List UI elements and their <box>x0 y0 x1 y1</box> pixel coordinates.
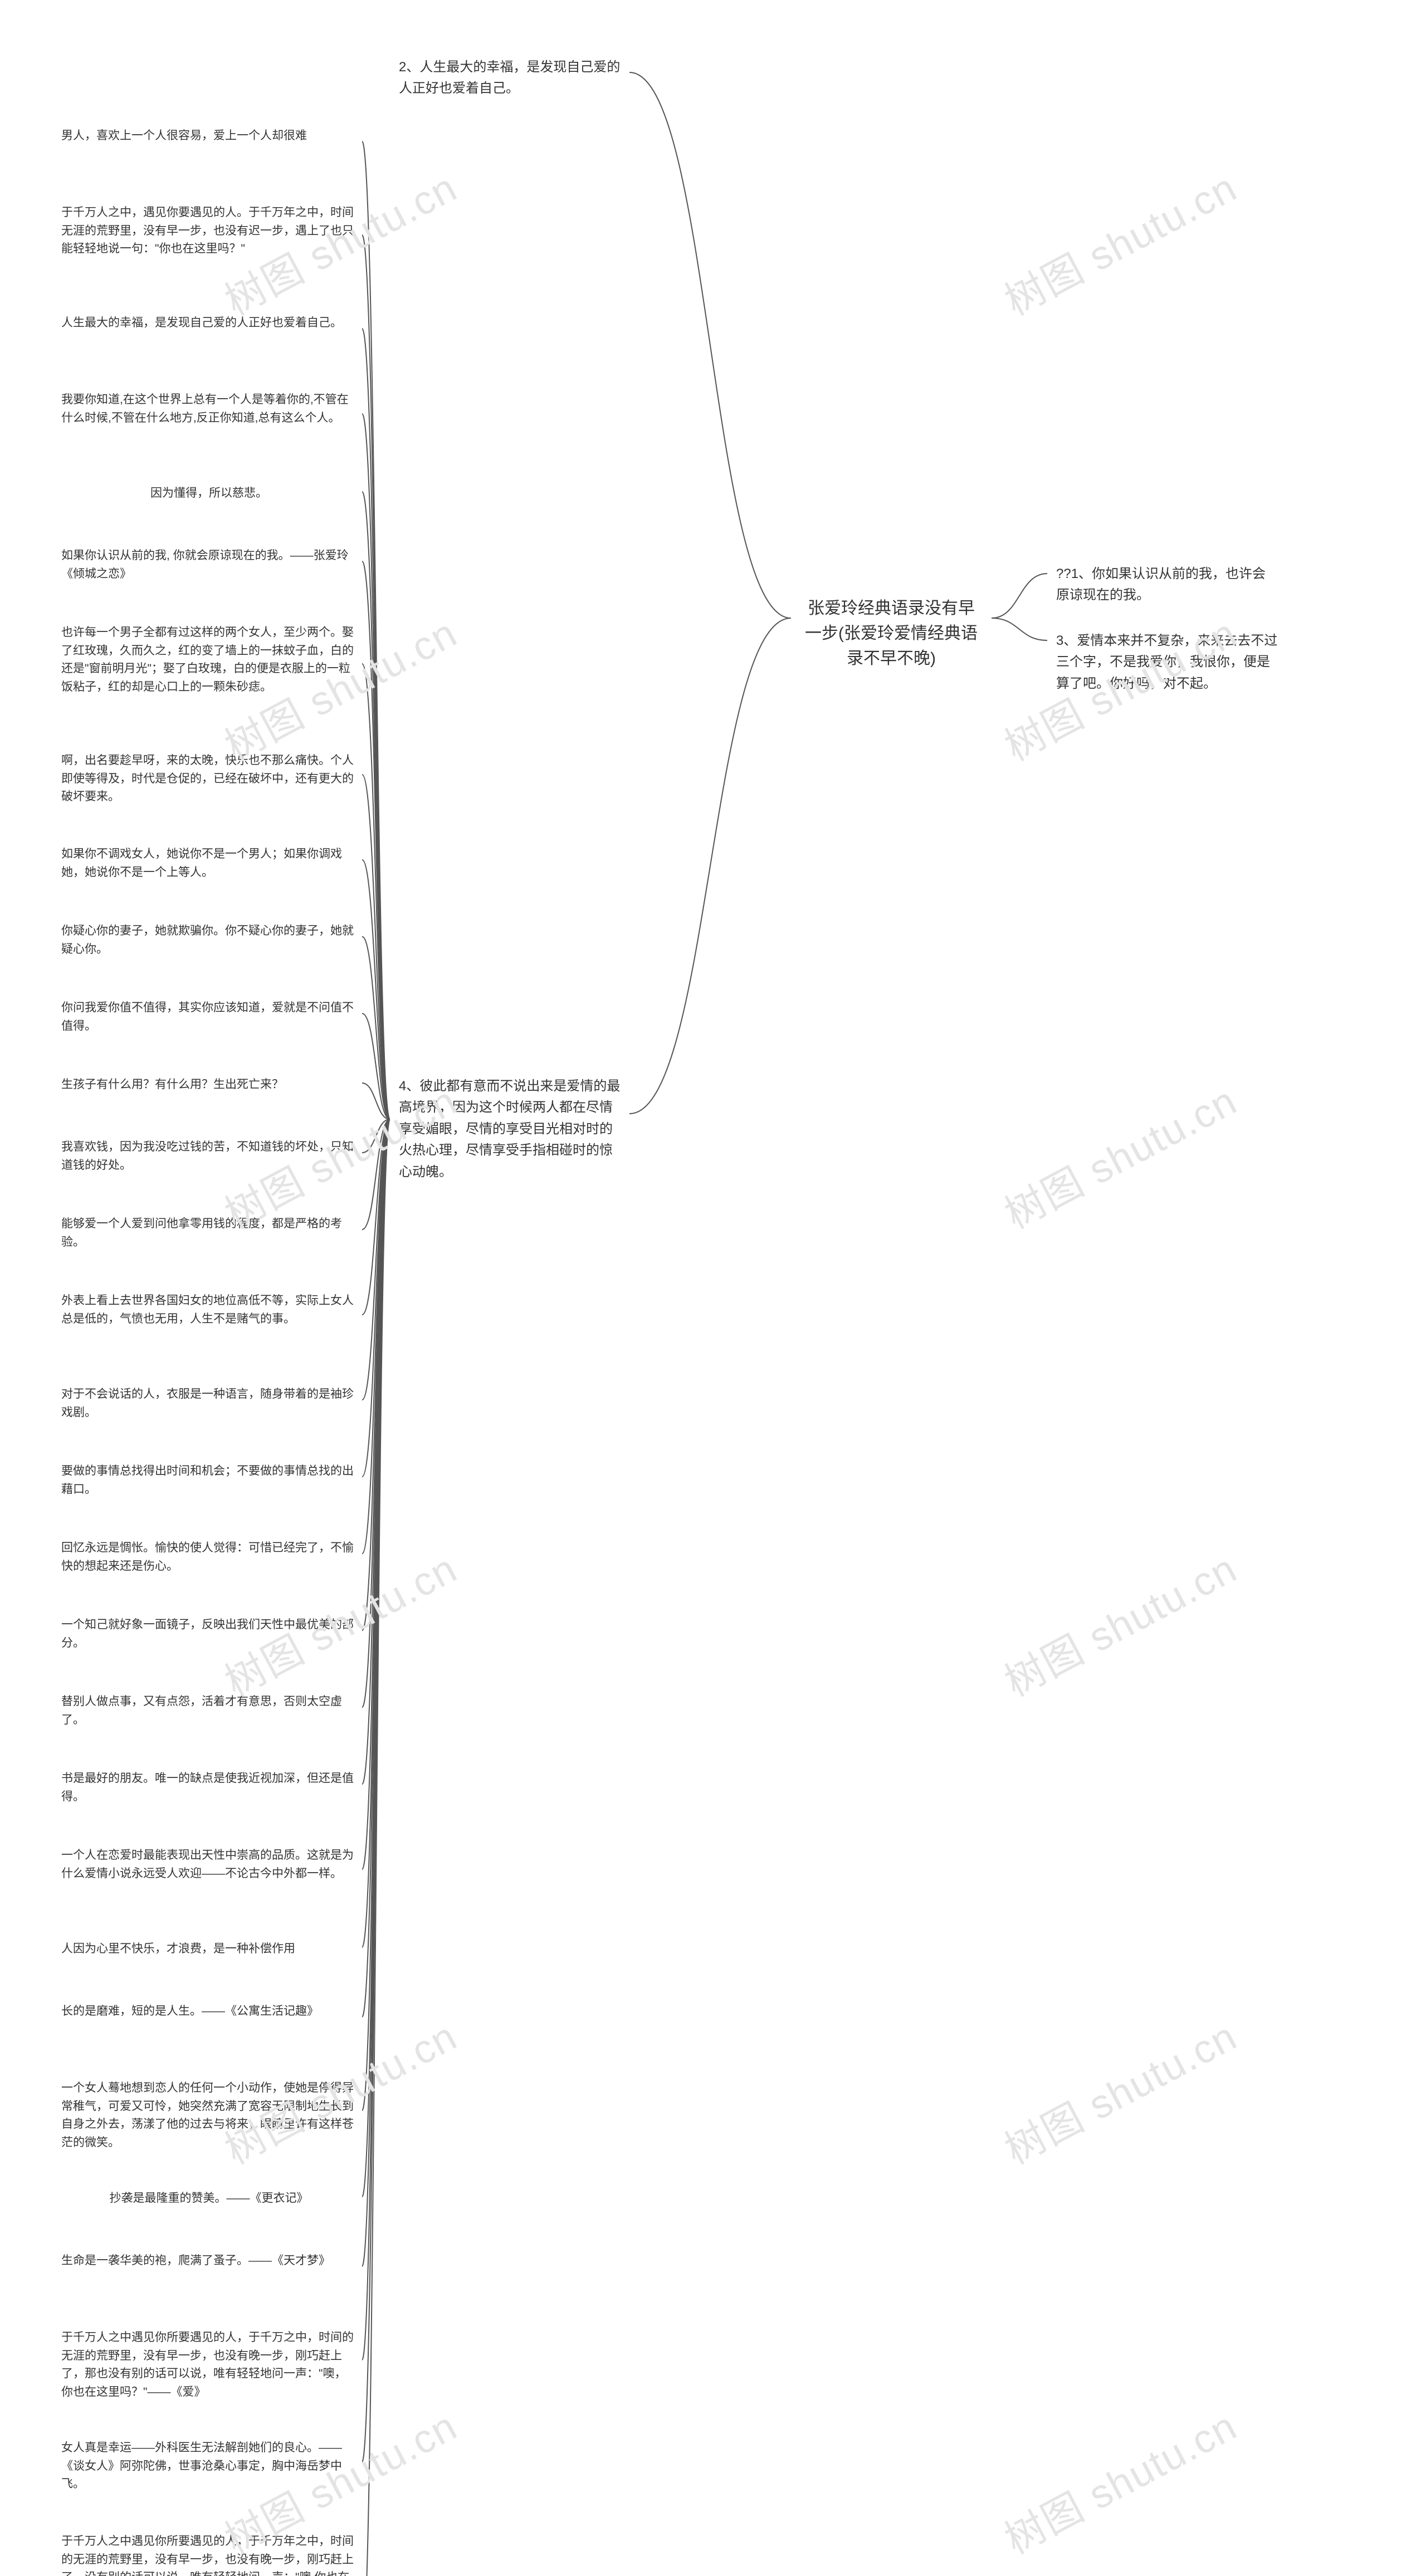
leaf-node[interactable]: 替别人做点事，又有点怨，活着才有意思，否则太空虚了。 <box>56 1688 362 1733</box>
branch-2[interactable]: 2、人生最大的幸福，是发现自己爱的人正好也爱着自己。 <box>390 50 629 106</box>
root-node[interactable]: 张爱玲经典语录没有早一步(张爱玲爱情经典语录不早不晚) <box>791 585 992 682</box>
leaf-node[interactable]: 人因为心里不快乐，才浪费，是一种补偿作用 <box>56 1936 362 1963</box>
leaf-node[interactable]: 一个人在恋爱时最能表现出天性中崇高的品质。这就是为什么爱情小说永远受人欢迎——不… <box>56 1842 362 1887</box>
watermark: 树图 shutu.cn <box>993 1536 1246 1708</box>
leaf-node[interactable]: 人生最大的幸福，是发现自己爱的人正好也爱着自己。 <box>56 310 362 337</box>
leaf-node[interactable]: 如果你认识从前的我, 你就会原谅现在的我。——张爱玲《倾城之恋》 <box>56 542 362 587</box>
mindmap-canvas: 张爱玲经典语录没有早一步(张爱玲爱情经典语录不早不晚) ??1、你如果认识从前的… <box>0 0 1426 2576</box>
leaf-node[interactable]: 一个知己就好象一面镜子，反映出我们天性中最优美的部分。 <box>56 1612 362 1657</box>
leaf-node[interactable]: 我要你知道,在这个世界上总有一个人是等着你的,不管在什么时候,不管在什么地方,反… <box>56 386 362 432</box>
leaf-node[interactable]: 一个女人蓦地想到恋人的任何一个小动作，使她是停得异常稚气，可爱又可怜，她突然充满… <box>56 2075 362 2156</box>
leaf-node[interactable]: 你疑心你的妻子，她就欺骗你。你不疑心你的妻子，她就疑心你。 <box>56 918 362 963</box>
branch-3[interactable]: 3、爱情本来并不复杂，来来去去不过三个字，不是我爱你，我恨你，便是算了吧。你好吗… <box>1047 624 1287 701</box>
leaf-node[interactable]: 抄袭是最隆重的赞美。——《更衣记》 <box>56 2185 362 2212</box>
leaf-node[interactable]: 对于不会说话的人，衣服是一种语言，随身带着的是袖珍戏剧。 <box>56 1381 362 1426</box>
leaf-node[interactable]: 女人真是幸运——外科医生无法解剖她们的良心。——《谈女人》阿弥陀佛，世事沧桑心事… <box>56 2435 362 2498</box>
watermark: 树图 shutu.cn <box>993 2394 1246 2565</box>
leaf-node[interactable]: 你问我爱你值不值得，其实你应该知道，爱就是不问值不值得。 <box>56 995 362 1040</box>
leaf-node[interactable]: 于千万人之中，遇见你要遇见的人。于千万年之中，时间无涯的荒野里，没有早一步，也没… <box>56 199 362 263</box>
branch-4[interactable]: 4、彼此都有意而不说出来是爱情的最高境界，因为这个时候两人都在尽情享受媚眼，尽情… <box>390 1069 629 1189</box>
leaf-node[interactable]: 书是最好的朋友。唯一的缺点是使我近视加深，但还是值得。 <box>56 1765 362 1810</box>
leaf-node[interactable]: 于千万人之中遇见你所要遇见的人，于千万年之中，时间的无涯的荒野里，没有早一步，也… <box>56 2528 362 2576</box>
branch-1[interactable]: ??1、你如果认识从前的我，也许会原谅现在的我。 <box>1047 557 1287 613</box>
leaf-node[interactable]: 如果你不调戏女人，她说你不是一个男人；如果你调戏她，她说你不是一个上等人。 <box>56 841 362 886</box>
leaf-node[interactable]: 因为懂得，所以慈悲。 <box>56 480 362 507</box>
leaf-node[interactable]: 也许每一个男子全都有过这样的两个女人，至少两个。娶了红玫瑰，久而久之，红的变了墙… <box>56 619 362 701</box>
leaf-node[interactable]: 长的是磨难，短的是人生。——《公寓生活记趣》 <box>56 1998 362 2025</box>
watermark: 树图 shutu.cn <box>993 155 1246 327</box>
watermark: 树图 shutu.cn <box>993 1069 1246 1240</box>
leaf-node[interactable]: 啊，出名要趁早呀，来的太晚，快乐也不那么痛快。个人即使等得及，时代是仓促的，已经… <box>56 747 362 811</box>
leaf-node[interactable]: 能够爱一个人爱到问他拿零用钱的程度，都是严格的考验。 <box>56 1211 362 1256</box>
leaf-node[interactable]: 生孩子有什么用？有什么用？生出死亡来？ <box>56 1071 362 1099</box>
leaf-node[interactable]: 男人，喜欢上一个人很容易，爱上一个人却很难 <box>56 123 362 150</box>
leaf-node[interactable]: 我喜欢钱，因为我没吃过钱的苦，不知道钱的坏处，只知道钱的好处。 <box>56 1134 362 1179</box>
leaf-node[interactable]: 回忆永远是惆怅。愉快的使人觉得：可惜已经完了，不愉快的想起来还是伤心。 <box>56 1535 362 1580</box>
leaf-node[interactable]: 外表上看上去世界各国妇女的地位高低不等，实际上女人总是低的，气愤也无用，人生不是… <box>56 1287 362 1333</box>
leaf-node[interactable]: 生命是一袭华美的袍，爬满了蚤子。——《天才梦》 <box>56 2247 362 2275</box>
leaf-node[interactable]: 于千万人之中遇见你所要遇见的人，于千万之中，时间的无涯的荒野里，没有早一步，也没… <box>56 2324 362 2406</box>
watermark: 树图 shutu.cn <box>993 2004 1246 2176</box>
leaf-node[interactable]: 要做的事情总找得出时间和机会；不要做的事情总找的出藉口。 <box>56 1458 362 1503</box>
